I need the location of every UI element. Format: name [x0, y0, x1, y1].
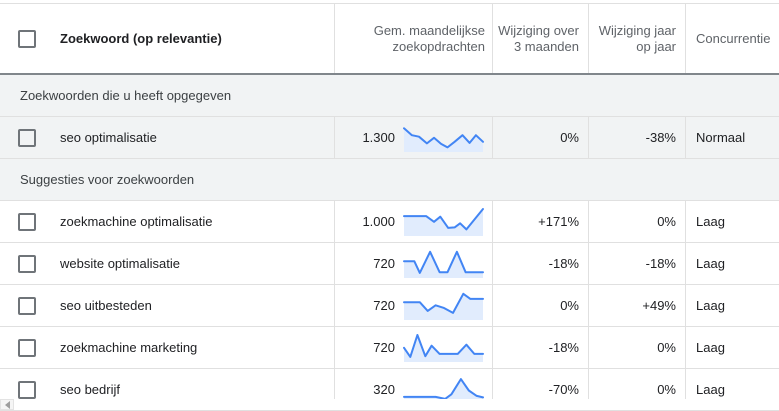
change-yoy-value: 0% — [657, 214, 676, 229]
keyword-cell: website optimalisatie — [0, 243, 335, 284]
keyword-text: zoekmachine optimalisatie — [60, 214, 213, 229]
table-row: seo optimalisatie 1.300 0% -38% Normaal — [0, 117, 779, 159]
horizontal-scrollbar[interactable] — [0, 399, 779, 410]
competition-cell: Laag — [686, 201, 779, 242]
column-header-keyword[interactable]: Zoekwoord (op relevantie) — [60, 30, 222, 46]
volume-cell: 720 — [335, 243, 493, 284]
search-volume-sparkline-chart — [403, 333, 484, 362]
volume-value: 720 — [373, 298, 395, 313]
volume-value: 1.300 — [362, 130, 395, 145]
competition-value: Laag — [696, 340, 725, 355]
change-3m-cell: -70% — [493, 369, 589, 410]
change-yoy-value: 0% — [657, 340, 676, 355]
table-row: zoekmachine marketing 720 -18% 0% Laag — [0, 327, 779, 369]
row-checkbox[interactable] — [18, 296, 36, 315]
row-checkbox[interactable] — [18, 254, 36, 273]
search-volume-sparkline-chart — [403, 250, 484, 278]
competition-value: Normaal — [696, 130, 746, 145]
column-header-volume[interactable]: Gem. maandelijkse zoekopdrachten — [335, 4, 493, 73]
volume-cell: 720 — [335, 285, 493, 326]
volume-cell: 320 — [335, 369, 493, 410]
change-yoy-cell: -38% — [589, 117, 686, 158]
section-header-row: Suggesties voor zoekwoorden — [0, 159, 779, 201]
scroll-left-button[interactable] — [0, 399, 14, 410]
column-header-change-yoy[interactable]: Wijziging jaar op jaar — [589, 4, 686, 73]
competition-value: Laag — [696, 298, 725, 313]
competition-cell: Laag — [686, 327, 779, 368]
keyword-cell: seo bedrijf — [0, 369, 335, 410]
keyword-text: seo bedrijf — [60, 382, 120, 397]
arrow-left-icon — [4, 400, 10, 409]
volume-value: 320 — [373, 382, 395, 397]
keyword-text: seo uitbesteden — [60, 298, 152, 313]
change-yoy-value: -38% — [645, 130, 676, 145]
change-3m-value: +171% — [538, 214, 579, 229]
search-volume-sparkline-chart — [403, 126, 484, 152]
competition-value: Laag — [696, 214, 725, 229]
keyword-cell: seo uitbesteden — [0, 285, 335, 326]
change-3m-value: -70% — [548, 382, 579, 397]
keyword-cell: seo optimalisatie — [0, 117, 335, 158]
column-header-competition[interactable]: Concurrentie — [696, 30, 771, 46]
change-yoy-value: 0% — [657, 382, 676, 397]
competition-cell: Laag — [686, 369, 779, 410]
volume-cell: 1.000 — [335, 201, 493, 242]
competition-cell: Laag — [686, 285, 779, 326]
change-3m-value: 0% — [560, 130, 579, 145]
change-3m-value: -18% — [548, 256, 579, 271]
row-checkbox[interactable] — [18, 128, 36, 147]
row-checkbox[interactable] — [18, 212, 36, 231]
search-volume-sparkline-chart — [403, 207, 484, 236]
section-header-row: Zoekwoorden die u heeft opgegeven — [0, 75, 779, 117]
change-3m-cell: -18% — [493, 327, 589, 368]
search-volume-sparkline-chart — [403, 377, 484, 404]
competition-cell: Laag — [686, 243, 779, 284]
change-yoy-value: +49% — [642, 298, 676, 313]
search-volume-sparkline-chart — [403, 292, 484, 320]
change-yoy-cell: 0% — [589, 327, 686, 368]
section-header-label: Zoekwoorden die u heeft opgegeven — [20, 88, 232, 103]
change-3m-cell: 0% — [493, 117, 589, 158]
change-yoy-cell: -18% — [589, 243, 686, 284]
section-header-label: Suggesties voor zoekwoorden — [20, 172, 195, 187]
change-yoy-value: -18% — [645, 256, 676, 271]
volume-value: 720 — [373, 256, 395, 271]
competition-value: Laag — [696, 382, 725, 397]
header-cell-keyword: Zoekwoord (op relevantie) — [0, 4, 335, 73]
table-row: seo uitbesteden 720 0% +49% Laag — [0, 285, 779, 327]
keyword-text: seo optimalisatie — [60, 130, 157, 145]
change-3m-value: 0% — [560, 298, 579, 313]
volume-value: 1.000 — [362, 214, 395, 229]
change-yoy-cell: 0% — [589, 201, 686, 242]
keyword-text: zoekmachine marketing — [60, 340, 198, 355]
volume-cell: 720 — [335, 327, 493, 368]
row-checkbox[interactable] — [18, 380, 36, 399]
change-yoy-cell: 0% — [589, 369, 686, 410]
change-yoy-cell: +49% — [589, 285, 686, 326]
competition-value: Laag — [696, 256, 725, 271]
change-3m-cell: 0% — [493, 285, 589, 326]
keyword-cell: zoekmachine optimalisatie — [0, 201, 335, 242]
volume-value: 720 — [373, 340, 395, 355]
column-header-change-3m[interactable]: Wijziging over 3 maanden — [493, 4, 589, 73]
change-3m-cell: +171% — [493, 201, 589, 242]
competition-cell: Normaal — [686, 117, 779, 158]
change-3m-value: -18% — [548, 340, 579, 355]
select-all-checkbox[interactable] — [18, 29, 36, 48]
volume-cell: 1.300 — [335, 117, 493, 158]
row-checkbox[interactable] — [18, 338, 36, 357]
keyword-cell: zoekmachine marketing — [0, 327, 335, 368]
table-body: Zoekwoorden die u heeft opgegeven seo opt… — [0, 75, 779, 411]
table-row: zoekmachine optimalisatie 1.000 +171% 0% Laa… — [0, 201, 779, 243]
table-row: website optimalisatie 720 -18% -18% Laag — [0, 243, 779, 285]
table-header-row: Zoekwoord (op relevantie) Gem. maandelij… — [0, 3, 779, 75]
keyword-text: website optimalisatie — [60, 256, 180, 271]
change-3m-cell: -18% — [493, 243, 589, 284]
